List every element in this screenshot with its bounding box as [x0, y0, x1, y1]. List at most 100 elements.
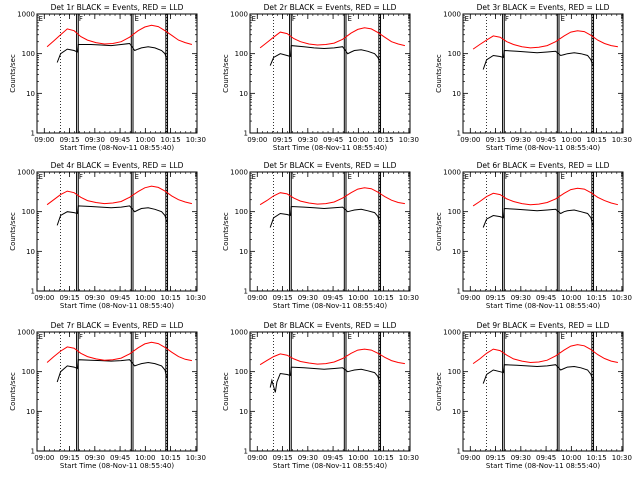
x-tick-label: 09:15 — [59, 294, 79, 302]
series-line-events — [269, 366, 381, 393]
series-line-lld — [472, 344, 619, 365]
flag-label: F — [79, 173, 83, 181]
chart-panel-8: Det 8r BLACK = Events, RED = LLD 1 10 100 10… — [222, 321, 419, 470]
y-tick-label: 100 — [235, 50, 248, 58]
x-tick-label: 10:00 — [561, 454, 581, 462]
x-tick-label: 09:30 — [298, 136, 318, 144]
y-tick-label: 1000 — [443, 169, 461, 177]
y-tick-label: 100 — [22, 368, 35, 376]
x-tick-label: 10:15 — [161, 136, 181, 144]
x-tick-label: 09:00 — [34, 294, 54, 302]
x-tick-label: 09:15 — [485, 294, 505, 302]
y-tick-label: 1 — [31, 288, 35, 296]
y-tick-label: 1000 — [17, 169, 35, 177]
series-line-lld — [259, 27, 406, 49]
y-tick-label: 1 — [244, 130, 248, 138]
x-tick-label: 10:30 — [186, 294, 206, 302]
y-tick-label: 10 — [452, 90, 461, 98]
y-tick-label: 10 — [239, 408, 248, 416]
chart-title: Det 7r BLACK = Events, RED = LLD — [51, 321, 184, 330]
flag-label: F — [505, 173, 509, 181]
chart-title: Det 6r BLACK = Events, RED = LLD — [477, 161, 610, 170]
flag-label: E — [39, 173, 43, 181]
chart-panel-9: Det 9r BLACK = Events, RED = LLD 1 10 100 10… — [435, 321, 632, 470]
series-line-lld — [46, 24, 193, 48]
x-tick-label: 10:30 — [399, 294, 419, 302]
x-tick-label: 09:45 — [536, 454, 556, 462]
plot-frame — [36, 331, 198, 452]
y-tick-label: 1000 — [17, 329, 35, 337]
x-axis-label: Start Time (08-Nov-11 08:55:40) — [60, 462, 174, 470]
series-line-events — [269, 45, 381, 66]
x-tick-label: 09:30 — [85, 294, 105, 302]
y-tick-label: 100 — [448, 208, 461, 216]
x-axis-label: Start Time (08-Nov-11 08:55:40) — [273, 302, 387, 310]
y-tick-label: 100 — [448, 50, 461, 58]
chart-panel-3: Det 3r BLACK = Events, RED = LLD 1 10 100 10… — [435, 3, 632, 152]
plot-frame — [462, 171, 624, 292]
y-tick-label: 100 — [235, 368, 248, 376]
y-tick-label: 1 — [457, 448, 461, 456]
x-tick-label: 09:15 — [59, 136, 79, 144]
y-tick-label: 10 — [26, 408, 35, 416]
x-tick-label: 09:15 — [59, 454, 79, 462]
x-tick-label: 09:15 — [485, 454, 505, 462]
x-tick-label: 10:00 — [348, 454, 368, 462]
x-tick-label: 09:00 — [34, 136, 54, 144]
plot-frame — [36, 171, 198, 292]
flag-label: E — [348, 173, 352, 181]
x-tick-label: 10:30 — [399, 454, 419, 462]
y-axis-label: Counts/sec — [435, 372, 443, 411]
y-tick-label: 10 — [452, 408, 461, 416]
plot-frame — [462, 13, 624, 134]
flag-label: E — [348, 333, 352, 341]
x-tick-label: 09:45 — [323, 294, 343, 302]
y-tick-label: 1 — [31, 448, 35, 456]
y-tick-label: 1000 — [230, 11, 248, 19]
series-line-lld — [46, 185, 193, 206]
x-tick-label: 10:15 — [161, 294, 181, 302]
flag-label: F — [292, 333, 296, 341]
flag-label: E — [252, 15, 256, 23]
x-tick-label: 10:15 — [587, 294, 607, 302]
flag-label: F — [79, 333, 83, 341]
y-tick-label: 1 — [31, 130, 35, 138]
flag-label: E — [252, 333, 256, 341]
flag-label: F — [292, 15, 296, 23]
y-tick-label: 1000 — [17, 11, 35, 19]
x-tick-label: 10:15 — [587, 454, 607, 462]
x-tick-label: 09:30 — [85, 136, 105, 144]
x-tick-label: 10:00 — [561, 294, 581, 302]
x-tick-label: 09:30 — [85, 454, 105, 462]
flag-label: E — [561, 333, 565, 341]
x-axis-label: Start Time (08-Nov-11 08:55:40) — [60, 302, 174, 310]
x-tick-label: 09:00 — [460, 454, 480, 462]
x-tick-label: 09:30 — [511, 294, 531, 302]
series-line-events — [56, 42, 168, 63]
series-line-events — [56, 359, 168, 383]
x-tick-label: 09:30 — [298, 454, 318, 462]
flag-label: E — [135, 173, 139, 181]
chart-panel-1: Det 1r BLACK = Events, RED = LLD 1 10 100 10… — [9, 3, 206, 152]
y-axis-label: Counts/sec — [222, 54, 230, 93]
y-tick-label: 100 — [235, 208, 248, 216]
x-tick-label: 09:30 — [298, 294, 318, 302]
x-tick-label: 10:15 — [374, 454, 394, 462]
y-tick-label: 1 — [244, 288, 248, 296]
flag-label: E — [561, 15, 565, 23]
x-axis-label: Start Time (08-Nov-11 08:55:40) — [486, 462, 600, 470]
y-axis-label: Counts/sec — [9, 212, 17, 251]
y-tick-label: 10 — [26, 90, 35, 98]
x-tick-label: 09:45 — [323, 454, 343, 462]
series-line-lld — [472, 30, 618, 50]
y-axis-label: Counts/sec — [435, 54, 443, 93]
plot-frame — [249, 13, 411, 134]
series-line-events — [482, 364, 594, 384]
x-tick-label: 10:30 — [186, 136, 206, 144]
y-tick-label: 1 — [457, 130, 461, 138]
flag-label: E — [465, 173, 469, 181]
y-tick-label: 10 — [26, 248, 35, 256]
x-tick-label: 10:30 — [612, 136, 632, 144]
y-axis-label: Counts/sec — [222, 372, 230, 411]
y-tick-label: 10 — [452, 248, 461, 256]
